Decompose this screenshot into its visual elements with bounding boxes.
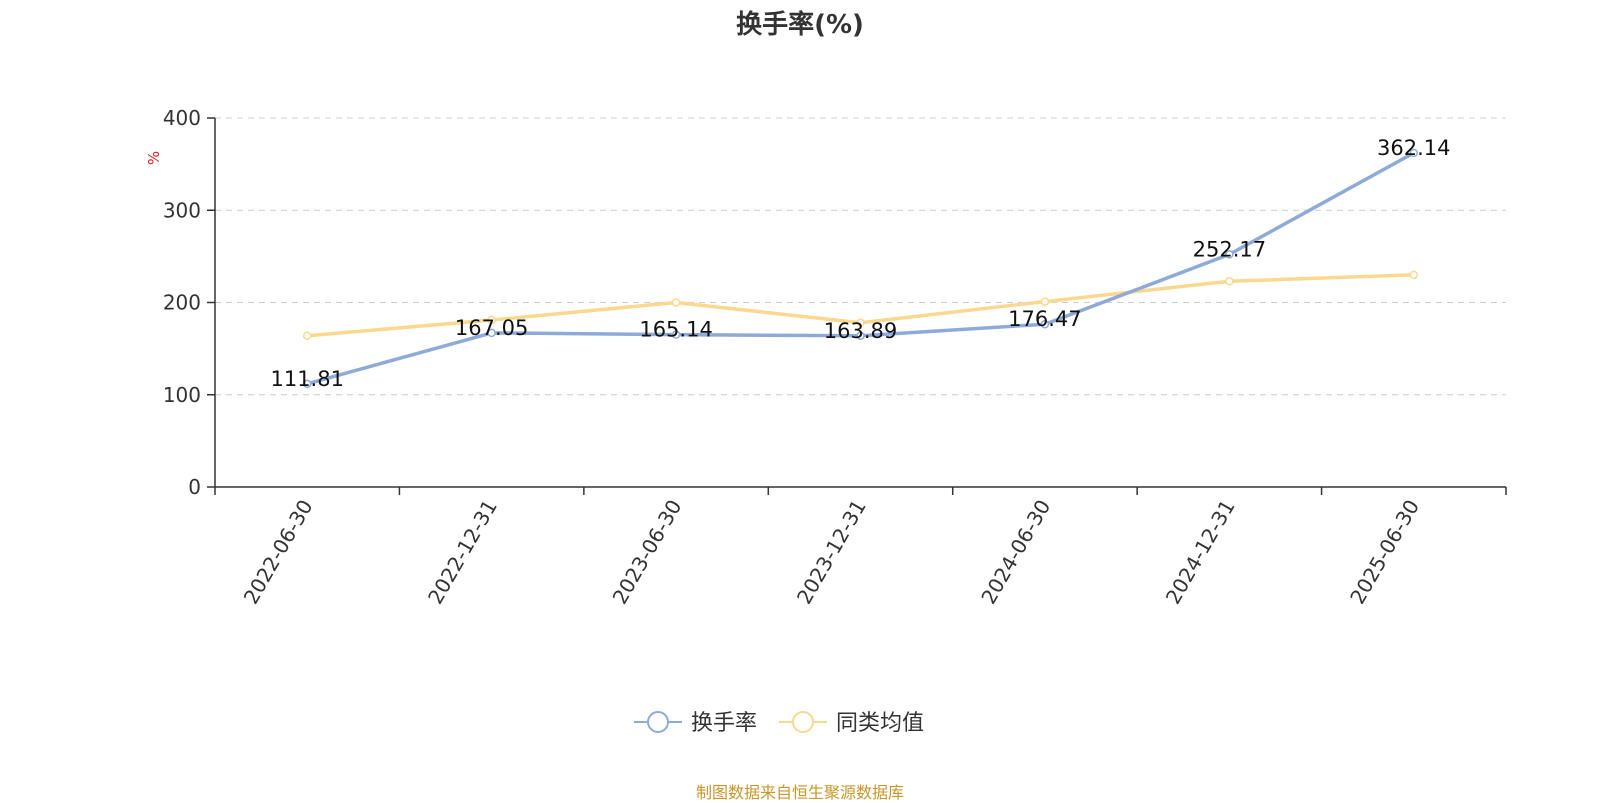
data-point[interactable]: [487, 315, 496, 325]
x-tick-label: 2024-12-31: [1161, 496, 1240, 609]
data-label: 252.17: [1193, 237, 1266, 261]
data-point[interactable]: [302, 331, 312, 340]
x-tick-label: 2025-06-30: [1345, 496, 1424, 609]
data-point[interactable]: [856, 318, 865, 328]
chart-title: 换手率(%): [736, 10, 864, 40]
data-point[interactable]: [1040, 319, 1050, 329]
data-point[interactable]: [671, 298, 681, 307]
data-point[interactable]: [302, 379, 312, 389]
data-point[interactable]: [1040, 297, 1050, 306]
y-tick-label: 200: [163, 291, 201, 315]
data-label: 176.47: [1008, 307, 1081, 331]
x-tick-label: 2022-06-30: [239, 496, 318, 609]
data-point[interactable]: [487, 328, 496, 338]
x-tick-label: 2023-06-30: [607, 496, 686, 609]
y-tick-label: 300: [163, 198, 201, 222]
x-tick-label: 2023-12-31: [792, 496, 871, 609]
legend[interactable]: 换手率 同类均值: [634, 711, 924, 736]
data-label: 163.89: [824, 319, 897, 343]
data-label: 165.14: [639, 318, 712, 342]
source-note: 制图数据来自恒生聚源数据库: [695, 783, 904, 802]
data-point[interactable]: [1225, 277, 1234, 286]
series-line: [306, 151, 1415, 386]
data-point[interactable]: [856, 331, 865, 341]
data-point[interactable]: [671, 330, 681, 339]
legend-item[interactable]: 同类均值: [779, 711, 924, 736]
legend-marker: [647, 711, 669, 733]
data-label: 167.05: [455, 316, 528, 340]
y-tick-label: 100: [163, 383, 201, 407]
data-point[interactable]: [1409, 270, 1419, 280]
x-tick-label: 2022-12-31: [423, 496, 502, 609]
grid-lines: [215, 117, 1506, 396]
data-point[interactable]: [1409, 148, 1419, 158]
series-lines: [302, 148, 1419, 389]
y-tick-label: 400: [163, 106, 201, 130]
y-tick-label: 0: [188, 475, 201, 499]
data-labels: 111.81 167.05 165.14 163.89 176.47 252.17 362.…: [270, 136, 1450, 391]
legend-label: 同类均值: [836, 711, 924, 736]
legend-marker: [792, 711, 814, 733]
axes: 0 100 200 300 400% 2022-06-30 2022-12-31 2023-0…: [145, 106, 1507, 609]
data-point[interactable]: [1225, 250, 1234, 259]
data-label: 362.14: [1377, 136, 1450, 160]
legend-item[interactable]: 换手率: [634, 711, 757, 736]
data-label: 111.81: [270, 367, 343, 391]
legend-label: 换手率: [691, 711, 757, 736]
x-tick-label: 2024-06-30: [976, 496, 1055, 609]
y-axis-unit: %: [145, 151, 163, 165]
